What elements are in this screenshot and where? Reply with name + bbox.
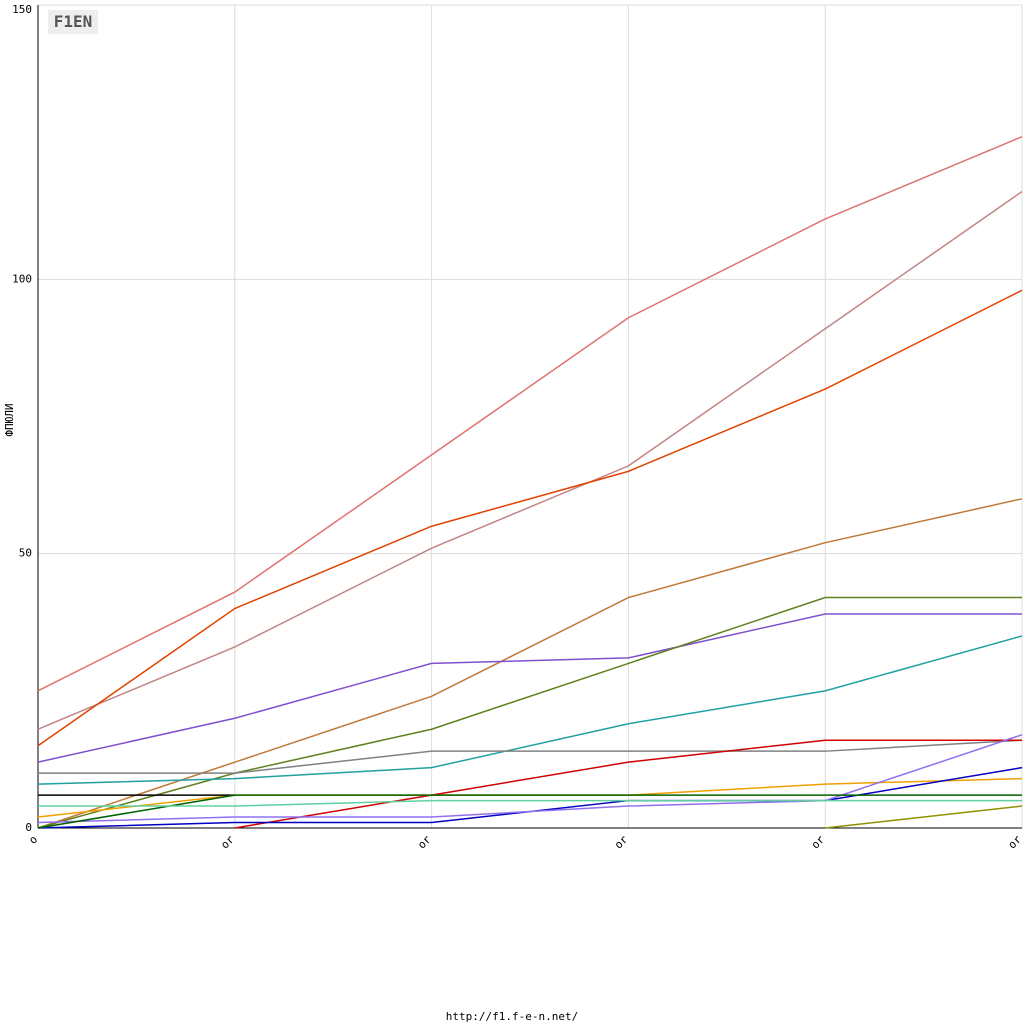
footer: http://f1.f-e-n.net/ — [446, 1010, 578, 1023]
x-tick-label: o — [26, 833, 40, 847]
x-tick-label: or — [415, 833, 434, 852]
series-line — [825, 805, 1023, 829]
series-line — [37, 794, 1022, 829]
series-line — [234, 739, 1022, 829]
y-tick-label: 100 — [12, 272, 32, 285]
x-tick-label: or — [218, 833, 237, 852]
series-line — [37, 135, 1023, 692]
y-axis-label: ФПЮЛИ — [3, 403, 16, 436]
y-tick-label: 150 — [12, 3, 32, 16]
series-line — [37, 596, 1022, 829]
series-line — [37, 613, 1022, 763]
logo-bg — [48, 10, 98, 34]
y-tick-label: 50 — [19, 547, 32, 560]
x-tick-label: or — [1006, 833, 1024, 852]
series-line — [37, 734, 1023, 824]
x-tick-label: or — [809, 833, 828, 852]
series-line — [37, 289, 1023, 747]
series-line — [37, 190, 1023, 730]
series-line — [38, 739, 1023, 774]
logo: F1EN — [54, 12, 93, 31]
series-line — [38, 799, 1022, 807]
y-tick-label: 0 — [25, 821, 32, 834]
series-line — [37, 635, 1023, 785]
x-tick-label: or — [612, 833, 631, 852]
